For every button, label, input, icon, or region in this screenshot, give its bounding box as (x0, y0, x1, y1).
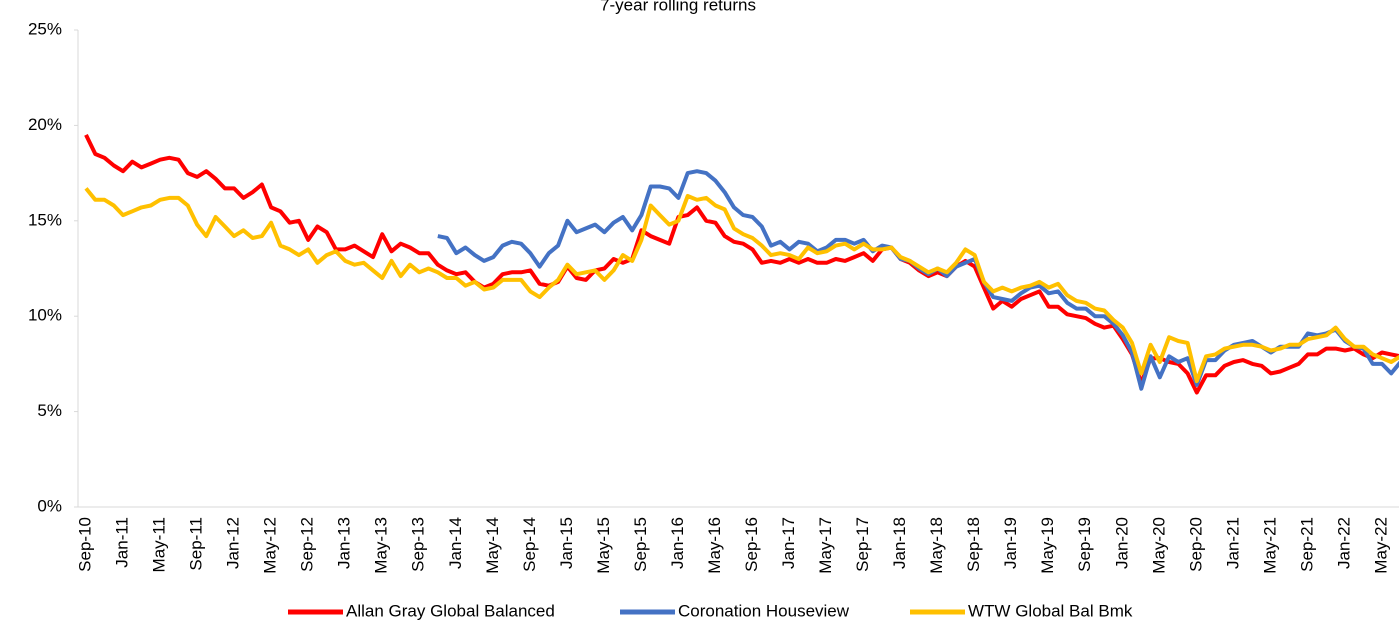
x-tick-label: Sep-13 (409, 517, 428, 572)
x-tick-label: Sep-12 (298, 517, 317, 572)
x-tick-label: May-12 (261, 517, 280, 574)
x-tick-label: Jan-12 (224, 517, 243, 569)
y-tick-label: 0% (37, 496, 62, 515)
x-tick-label: May-18 (927, 517, 946, 574)
x-tick-label: Jan-13 (335, 517, 354, 569)
x-tick-label: May-11 (150, 517, 169, 572)
x-tick-label: Sep-19 (1075, 517, 1094, 572)
x-tick-label: Jan-11 (113, 517, 132, 568)
y-tick-label: 5% (37, 401, 62, 420)
x-tick-label: Sep-14 (520, 517, 539, 572)
legend-label: Allan Gray Global Balanced (346, 601, 555, 620)
x-tick-label: Sep-17 (853, 517, 872, 572)
x-tick-label: Jan-20 (1112, 517, 1131, 569)
x-tick-label: May-22 (1371, 517, 1390, 574)
x-tick-label: Jan-18 (890, 517, 909, 569)
legend-label: Coronation Houseview (678, 601, 850, 620)
x-tick-label: Sep-15 (631, 517, 650, 572)
x-tick-label: May-14 (483, 517, 502, 574)
chart-title: 7-year rolling returns (600, 0, 756, 14)
x-tick-label: Jan-19 (1001, 517, 1020, 569)
x-tick-label: May-13 (372, 517, 391, 574)
x-tick-label: Sep-20 (1186, 517, 1205, 572)
x-tick-label: Sep-18 (964, 517, 983, 572)
series-line (84, 134, 1399, 395)
x-tick-label: May-16 (705, 517, 724, 574)
series-line (84, 187, 1399, 384)
x-tick-label: Jan-22 (1334, 517, 1353, 569)
x-tick-label: May-20 (1149, 517, 1168, 574)
y-tick-label: 25% (28, 19, 62, 38)
y-tick-label: 10% (28, 306, 62, 325)
x-tick-label: May-21 (1260, 517, 1279, 574)
x-tick-label: Sep-16 (742, 517, 761, 572)
x-tick-label: Sep-21 (1297, 517, 1316, 572)
x-tick-label: May-17 (816, 517, 835, 574)
legend-label: WTW Global Bal Bmk (968, 601, 1133, 620)
x-tick-label: Jan-16 (668, 517, 687, 569)
x-tick-label: May-15 (594, 517, 613, 574)
x-tick-label: Jan-15 (557, 517, 576, 569)
x-tick-label: Jan-14 (446, 517, 465, 569)
x-tick-label: Jan-17 (779, 517, 798, 569)
x-tick-label: Sep-10 (75, 517, 94, 572)
x-tick-label: May-19 (1038, 517, 1057, 574)
y-tick-label: 15% (28, 210, 62, 229)
y-tick-label: 20% (28, 115, 62, 134)
x-tick-label: Jan-21 (1223, 517, 1242, 569)
x-tick-label: Sep-11 (187, 517, 206, 571)
